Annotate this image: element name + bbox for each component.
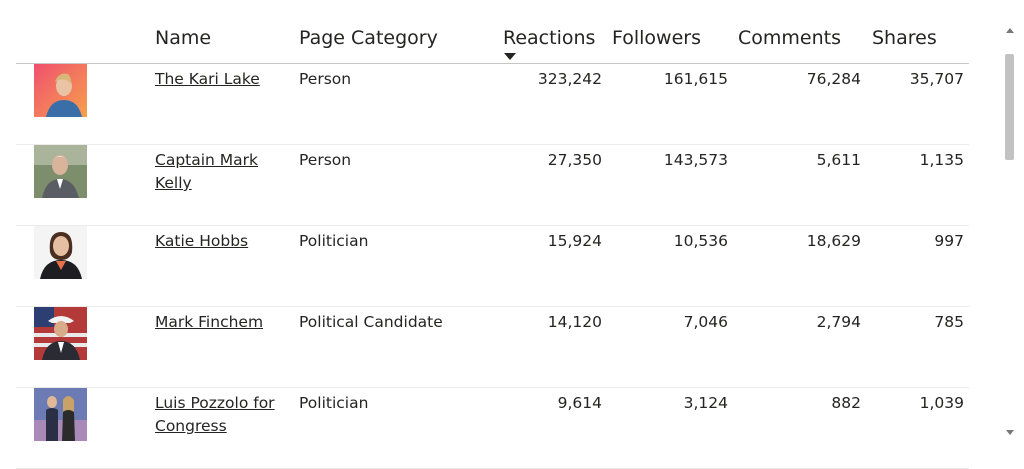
row-category: Political Candidate: [299, 313, 443, 331]
vertical-scrollbar[interactable]: [1003, 24, 1017, 439]
row-shares: 35,707: [909, 70, 964, 88]
scroll-up-arrow-icon[interactable]: [1006, 28, 1014, 33]
row-category: Person: [299, 151, 352, 169]
table-row: Captain Mark Kelly Person 27,350 143,573…: [16, 144, 969, 226]
sort-descending-icon: [504, 53, 516, 60]
column-header-comments[interactable]: Comments: [738, 27, 841, 49]
row-shares: 1,135: [919, 151, 964, 169]
row-reactions: 323,242: [537, 70, 602, 88]
table-row: Katie Hobbs Politician 15,924 10,536 18,…: [16, 225, 969, 307]
row-name-link[interactable]: Captain Mark Kelly: [155, 151, 259, 192]
row-comments: 18,629: [806, 232, 861, 250]
row-name-link[interactable]: Luis Pozzolo for Congress: [155, 394, 275, 435]
row-shares: 785: [934, 313, 964, 331]
scrollbar-thumb[interactable]: [1005, 54, 1014, 160]
column-header-reactions[interactable]: Reactions: [503, 27, 596, 49]
row-name-link[interactable]: Katie Hobbs: [155, 232, 249, 250]
row-shares: 1,039: [919, 394, 964, 412]
avatar: [34, 307, 87, 360]
row-followers: 3,124: [683, 394, 728, 412]
row-followers: 7,046: [683, 313, 728, 331]
table-row: Mark Finchem Political Candidate 14,120 …: [16, 306, 969, 388]
row-category: Person: [299, 70, 352, 88]
row-reactions: 14,120: [547, 313, 602, 331]
column-header-shares[interactable]: Shares: [872, 27, 937, 49]
data-table: Name Page Category Reactions Followers C…: [16, 0, 969, 469]
row-shares: 997: [934, 232, 964, 250]
avatar: [34, 226, 87, 279]
avatar: [34, 64, 87, 117]
row-comments: 5,611: [816, 151, 861, 169]
row-followers: 143,573: [663, 151, 728, 169]
row-comments: 2,794: [816, 313, 861, 331]
table-header: Name Page Category Reactions Followers C…: [16, 0, 969, 64]
avatar: [34, 388, 87, 441]
table-row: The Kari Lake Person 323,242 161,615 76,…: [16, 63, 969, 145]
avatar: [34, 145, 87, 198]
scroll-down-arrow-icon[interactable]: [1006, 430, 1014, 435]
row-reactions: 9,614: [557, 394, 602, 412]
column-header-name[interactable]: Name: [155, 27, 212, 49]
column-header-followers[interactable]: Followers: [612, 27, 701, 49]
column-header-category[interactable]: Page Category: [299, 27, 438, 49]
row-followers: 161,615: [663, 70, 728, 88]
row-name-link[interactable]: The Kari Lake: [155, 70, 260, 88]
row-name-link[interactable]: Mark Finchem: [155, 313, 264, 331]
row-category: Politician: [299, 232, 369, 250]
row-reactions: 15,924: [547, 232, 602, 250]
row-comments: 76,284: [806, 70, 861, 88]
row-category: Politician: [299, 394, 369, 412]
row-followers: 10,536: [673, 232, 728, 250]
row-reactions: 27,350: [547, 151, 602, 169]
row-comments: 882: [831, 394, 861, 412]
